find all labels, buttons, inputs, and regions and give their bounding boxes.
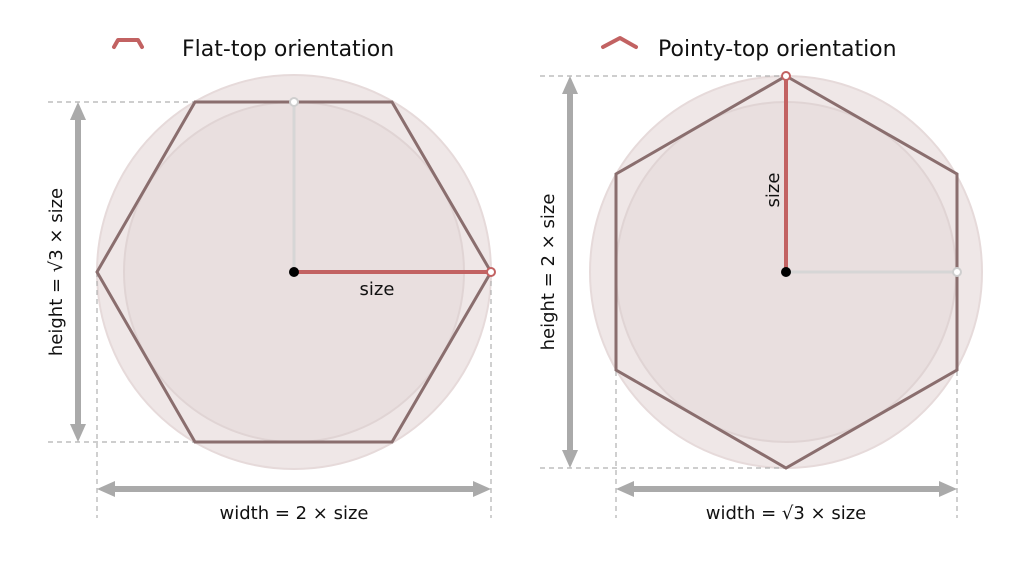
flat-width-label: width = 2 × size xyxy=(219,503,368,524)
flat-top-panel: Flat-top orientation size height = √3 × … xyxy=(46,37,496,524)
flat-top-hexagon xyxy=(95,100,493,444)
flat-height-label: height = √3 × size xyxy=(46,188,67,356)
pointy-width-arrow xyxy=(616,481,957,497)
pointy-size-label: size xyxy=(763,173,784,208)
flat-top-icon xyxy=(112,38,144,49)
pointy-top-hexagon xyxy=(614,74,959,470)
pointy-width-label: width = √3 × size xyxy=(706,503,867,524)
pointy-height-label: height = 2 × size xyxy=(538,194,559,351)
flat-vertex-point xyxy=(486,267,496,277)
pointy-top-icon xyxy=(601,36,638,49)
pointy-center-point xyxy=(781,267,791,277)
pointy-right-point xyxy=(952,267,962,277)
pointy-vertex-point xyxy=(781,71,791,81)
pointy-height-arrow xyxy=(562,76,578,468)
pointy-top-panel: Pointy-top orientation size height = 2 ×… xyxy=(538,36,983,524)
flat-size-label: size xyxy=(360,279,395,300)
flat-top-title: Flat-top orientation xyxy=(182,37,394,62)
flat-center-point xyxy=(289,267,299,277)
flat-width-arrow xyxy=(97,481,491,497)
pointy-top-title: Pointy-top orientation xyxy=(658,37,897,62)
flat-guide-lines xyxy=(48,101,492,518)
flat-height-arrow xyxy=(70,102,86,442)
flat-top-point xyxy=(289,97,299,107)
